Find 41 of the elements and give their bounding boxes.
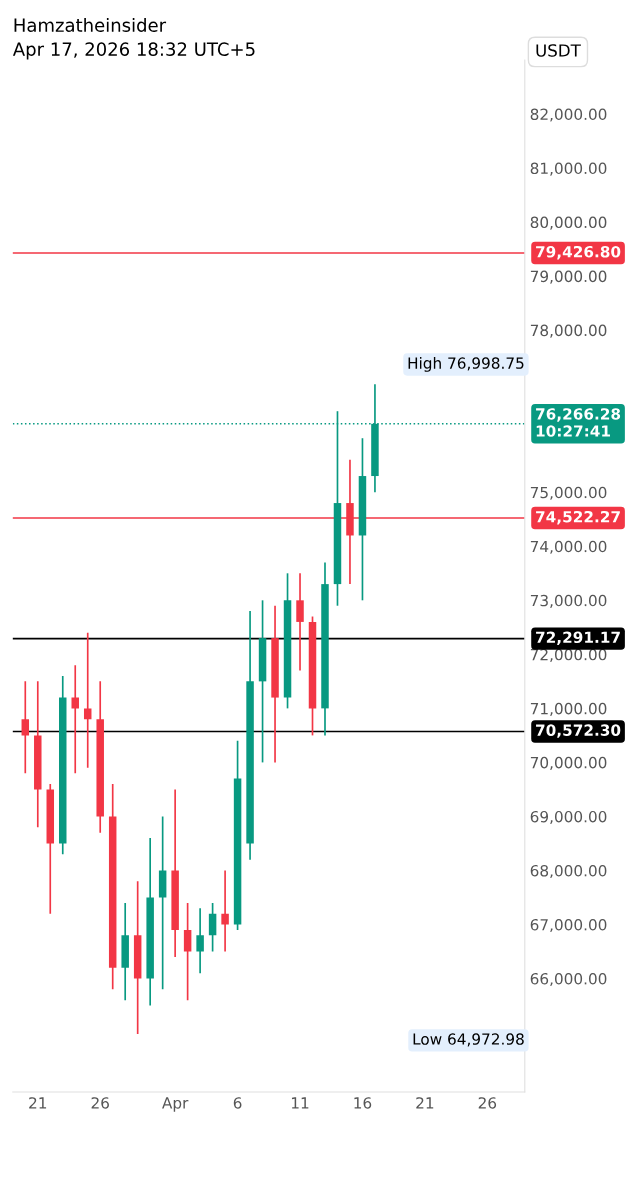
x-tick-label: 26 — [91, 1097, 109, 1109]
x-tick-label: 11 — [291, 1097, 309, 1109]
x-tick-label: 6 — [233, 1097, 242, 1109]
annotation: High 76,998.75 — [408, 357, 524, 372]
x-tick-label: 26 — [478, 1097, 497, 1109]
candlestick — [196, 907, 204, 974]
annotation: Low 64,972.98 — [413, 1033, 524, 1047]
y-tick-label: 68,000.00 — [530, 864, 607, 879]
y-tick-label: 81,000.00 — [530, 162, 607, 176]
candlestick — [71, 664, 79, 775]
candlestick — [221, 869, 229, 953]
y-tick-label: 79,000.00 — [530, 270, 607, 284]
candlestick — [83, 631, 92, 769]
chart-title: Hamzatheinsider — [14, 18, 167, 32]
candlestick — [208, 902, 217, 953]
y-tick-label: 73,000.00 — [530, 594, 607, 608]
y-tick-label: 74,000.00 — [530, 540, 607, 554]
candlestick — [21, 680, 30, 775]
y-tick-label: 82,000.00 — [530, 108, 607, 122]
y-tick-label: 78,000.00 — [530, 324, 607, 338]
chart-subtitle: Apr 17, 2026 18:32 UTC+5 — [12, 42, 255, 60]
x-tick-label: 21 — [29, 1097, 47, 1109]
ref-line-label: 74,522.27 — [536, 510, 620, 525]
y-tick-label: 80,000.00 — [530, 216, 607, 230]
candlestick — [183, 902, 192, 1001]
ref-line-label: 70,572.30 — [536, 724, 621, 738]
y-axis-title: USDT — [536, 44, 581, 57]
y-tick-label: 75,000.00 — [530, 486, 607, 500]
y-tick-label: 72,000.00 — [530, 648, 607, 662]
x-tick-label: Apr — [162, 1097, 189, 1112]
ref-line-label: 72,291.17 — [536, 631, 620, 645]
ref-line-label: 76,266.28 10:27:41 — [536, 408, 621, 437]
x-tick-label: 21 — [416, 1097, 434, 1109]
y-tick-label: 67,000.00 — [530, 918, 607, 933]
x-tick-label: 16 — [354, 1097, 372, 1109]
y-tick-label: 70,000.00 — [530, 756, 607, 770]
y-tick-label: 69,000.00 — [530, 810, 607, 825]
candlestick — [296, 572, 304, 672]
y-tick-label: 66,000.00 — [530, 973, 607, 987]
ref-line-label: 79,426.80 — [536, 245, 621, 260]
y-tick-label: 71,000.00 — [530, 702, 607, 716]
